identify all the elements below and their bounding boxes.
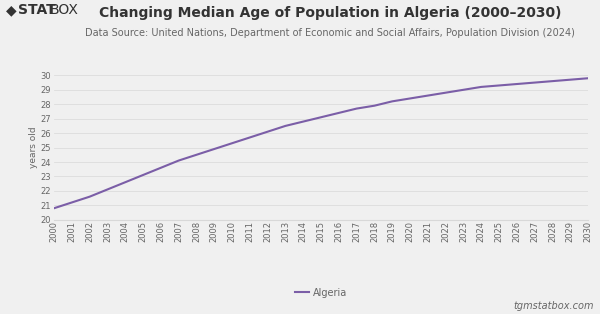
Text: Changing Median Age of Population in Algeria (2000–2030): Changing Median Age of Population in Alg… (99, 6, 561, 20)
Legend: Algeria: Algeria (291, 284, 351, 302)
Text: ◆: ◆ (6, 3, 17, 17)
Text: tgmstatbox.com: tgmstatbox.com (514, 301, 594, 311)
Text: Data Source: United Nations, Department of Economic and Social Affairs, Populati: Data Source: United Nations, Department … (85, 28, 575, 38)
Text: BOX: BOX (49, 3, 78, 17)
Text: STAT: STAT (18, 3, 56, 17)
Y-axis label: years old: years old (29, 127, 38, 168)
